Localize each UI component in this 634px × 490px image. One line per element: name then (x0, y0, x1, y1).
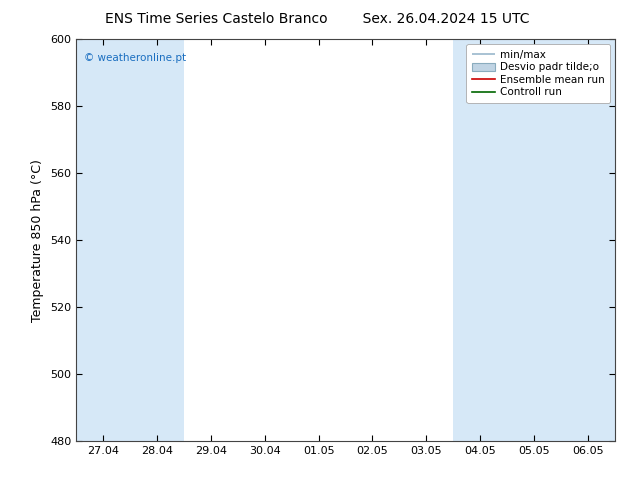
Bar (76, 39, 184, 441)
Text: © weatheronline.pt: © weatheronline.pt (84, 53, 186, 63)
Legend: min/max, Desvio padr tilde;o, Ensemble mean run, Controll run: min/max, Desvio padr tilde;o, Ensemble m… (467, 45, 610, 102)
Bar (453, 39, 615, 441)
Text: ENS Time Series Castelo Branco        Sex. 26.04.2024 15 UTC: ENS Time Series Castelo Branco Sex. 26.0… (105, 12, 529, 26)
Y-axis label: Temperature 850 hPa (°C): Temperature 850 hPa (°C) (32, 159, 44, 321)
